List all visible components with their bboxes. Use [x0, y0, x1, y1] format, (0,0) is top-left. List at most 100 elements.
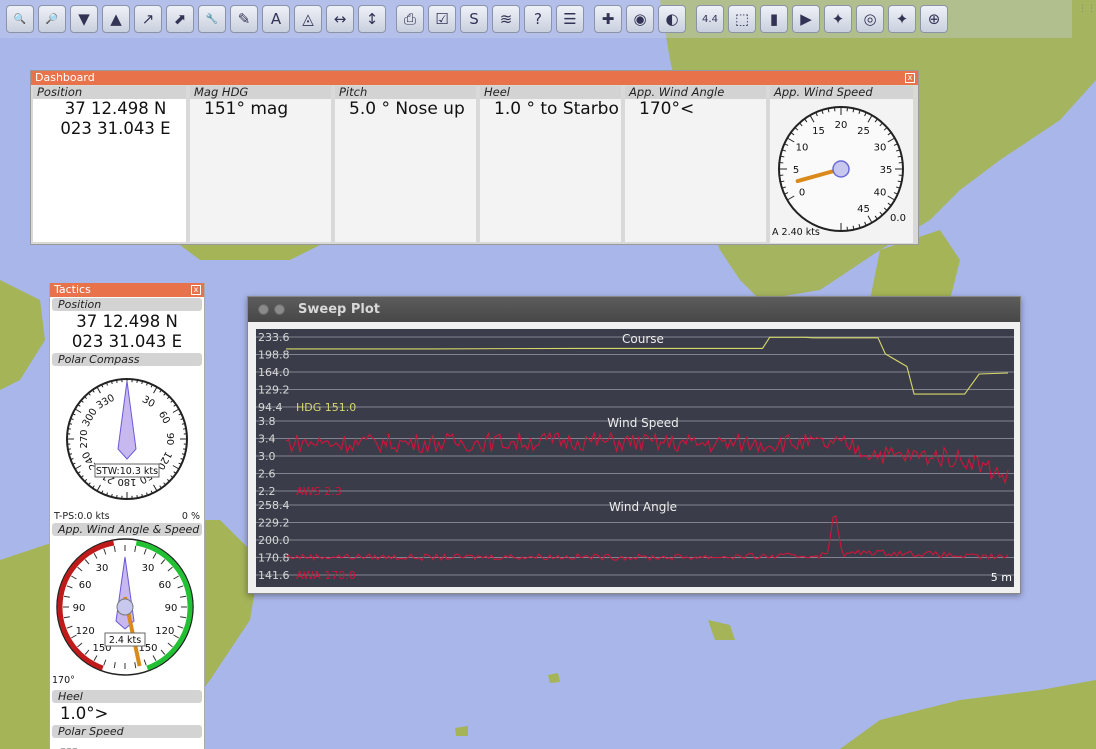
compass-tick [72, 413, 76, 416]
text-icon[interactable]: A [262, 5, 290, 33]
lifebuoy-icon[interactable]: ⊕ [920, 5, 948, 33]
starboard-arc [135, 540, 193, 671]
compass-tick [166, 396, 170, 400]
gauge-tick-label: 20 [835, 120, 848, 131]
gauge-tick [864, 221, 867, 226]
app-wind-caption: App. Wind Angle & Speed [52, 523, 202, 536]
wind-angle-readout: 170° [52, 675, 75, 685]
compass-tick [110, 380, 113, 385]
moon-icon[interactable]: ◐ [658, 5, 686, 33]
y-tick-label: 198.8 [258, 349, 290, 362]
scale-out-icon[interactable]: ▲ [102, 5, 130, 33]
wind-tick [93, 553, 98, 559]
compass-tick [173, 471, 177, 474]
zoom-in-icon[interactable]: 🔍 [6, 5, 34, 33]
compass-tick [106, 492, 108, 496]
track-icon[interactable]: S [460, 5, 488, 33]
grib-icon[interactable]: ◎ [856, 5, 884, 33]
dashboard-icon[interactable]: 4.4 [696, 5, 724, 33]
route-manager-icon[interactable]: ↗ [134, 5, 162, 33]
dashboard-position-cell: Position 37 12.498 N 023 31.043 E [33, 86, 186, 242]
heel-value: 1.0 ° to Starbo [494, 99, 619, 119]
measure-icon[interactable]: ↔ [326, 5, 354, 33]
gauge-tick [827, 108, 830, 113]
compass-tick [106, 382, 108, 386]
scale-in-icon[interactable]: ▼ [70, 5, 98, 33]
wind-label-left: 60 [79, 580, 92, 591]
vertical-icon[interactable]: ↕ [358, 5, 386, 33]
note-orange-icon[interactable]: ▮ [760, 5, 788, 33]
sweep-plot-window: Sweep Plot 233.6 198.8 164.0 129.2 94.4 Cours… [247, 296, 1021, 594]
gauge-tick [897, 180, 902, 183]
compass-tick [178, 462, 182, 465]
print-icon[interactable]: ⎙ [396, 5, 424, 33]
compass-tick [181, 453, 186, 456]
tactics-close-icon[interactable]: x [191, 285, 201, 295]
window-minimize-icon[interactable] [274, 304, 285, 315]
mark-icon[interactable]: ◬ [294, 5, 322, 33]
compass-tick [163, 392, 166, 396]
y-tick-label: 3.8 [258, 415, 276, 428]
zoom-out-icon[interactable]: 🔎 [38, 5, 66, 33]
globe-icon[interactable]: ◉ [626, 5, 654, 33]
tide-icon[interactable]: ≋ [492, 5, 520, 33]
compass-tick [88, 392, 91, 396]
y-tick-label: 129.2 [258, 384, 290, 397]
polar-speed-caption: Polar Speed [52, 725, 202, 738]
gauge-tick [787, 137, 795, 143]
weather-icon[interactable]: ✦ [824, 5, 852, 33]
plugin-icon[interactable]: ✚ [594, 5, 622, 33]
compass-tick [67, 448, 71, 450]
compass-tick [96, 386, 101, 394]
compass-tick [146, 492, 148, 496]
toolbar-grip-icon[interactable]: ⋮⋮ [1078, 4, 1096, 14]
y-tick-label: 3.0 [258, 450, 276, 463]
gauge-tick [809, 115, 815, 123]
tactics-heel-caption: Heel [52, 690, 202, 703]
y-tick-label: 141.6 [258, 569, 290, 582]
dashboard-title: Dashboard [35, 71, 95, 84]
gauge-hub [832, 160, 850, 178]
dashboard-titlebar[interactable]: Dashboard x [31, 71, 918, 85]
compass-tick [136, 379, 138, 383]
window-close-icon[interactable] [258, 304, 269, 315]
wind-tick [103, 659, 107, 666]
wind-label-right: 30 [142, 563, 155, 574]
tactics-titlebar[interactable]: Tactics x [50, 283, 204, 297]
gauge-readout: A 2.40 kts [772, 227, 820, 238]
layers-icon[interactable]: ☑ [428, 5, 456, 33]
ship-follow-icon[interactable]: ⬈ [166, 5, 194, 33]
position-caption: Position [33, 86, 186, 99]
sweep-plot-titlebar[interactable]: Sweep Plot [248, 297, 1020, 322]
compass-tick [170, 400, 174, 403]
notes-icon[interactable]: ☰ [556, 5, 584, 33]
compass-tick [153, 484, 158, 492]
gauge-tick [781, 149, 786, 152]
gauge-tick [799, 122, 803, 127]
gauge-tick [852, 225, 855, 230]
polar-compass-gauge: 330306090120150180210240270300STW:10.3 k… [66, 378, 188, 500]
toolbox-icon[interactable]: 🔧 [198, 5, 226, 33]
wind-tick [84, 559, 90, 565]
compass-tick [77, 404, 81, 407]
compass-tick [163, 482, 166, 486]
chart-download-icon[interactable]: ⬚ [728, 5, 756, 33]
wind-tick [93, 655, 98, 661]
panel-title: Course [622, 332, 664, 346]
gauge-tick [858, 224, 861, 229]
compass-tick [80, 400, 84, 403]
dashboard-close-icon[interactable]: x [905, 73, 915, 83]
dashboard-app-wind-angle-cell: App. Wind Angle 170°< [625, 86, 766, 242]
wind-tick [77, 642, 83, 648]
help-icon[interactable]: ? [524, 5, 552, 33]
compass-tick [96, 484, 101, 492]
gauge-tick [897, 155, 902, 158]
gauge-tick [790, 132, 795, 136]
note-orange-2-icon[interactable]: ▶ [792, 5, 820, 33]
compass-tick [101, 384, 104, 388]
compass-tick [183, 448, 187, 450]
drawing-icon[interactable]: ✎ [230, 5, 258, 33]
weather-2-icon[interactable]: ✦ [888, 5, 916, 33]
y-tick-label: 170.8 [258, 552, 290, 565]
